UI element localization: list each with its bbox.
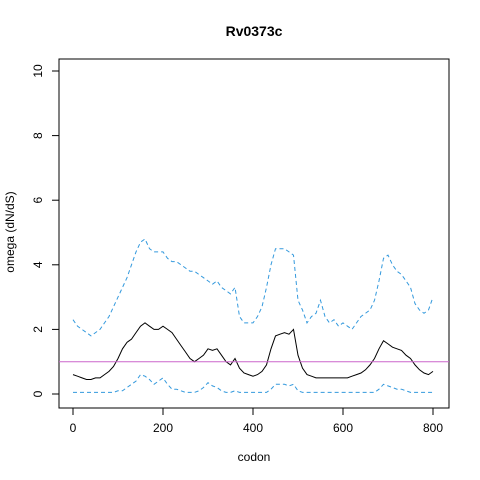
x-tick-label: 0 [70, 421, 77, 435]
y-tick-label: 0 [31, 390, 45, 397]
series-line-estimate [72, 322, 434, 380]
x-tick-label: 800 [423, 421, 443, 435]
series-line-lower-bound [73, 374, 433, 393]
plot-area [59, 238, 449, 393]
y-axis: 0 2 4 6 8 10 [31, 64, 60, 397]
y-tick-label: 6 [31, 197, 45, 204]
x-tick-label: 600 [333, 421, 353, 435]
x-axis-label: codon [238, 450, 271, 464]
x-tick-label: 200 [153, 421, 173, 435]
y-tick-label: 4 [31, 261, 45, 268]
x-tick-label: 400 [243, 421, 263, 435]
y-tick-label: 2 [31, 326, 45, 333]
y-tick-label: 8 [31, 132, 45, 139]
y-axis-label: omega (dN/dS) [3, 191, 17, 272]
series-line-upper-bound [72, 238, 434, 337]
chart-title: Rv0373c [226, 23, 283, 39]
x-axis: 0 200 400 600 800 [70, 407, 443, 435]
y-tick-label: 10 [31, 64, 45, 78]
